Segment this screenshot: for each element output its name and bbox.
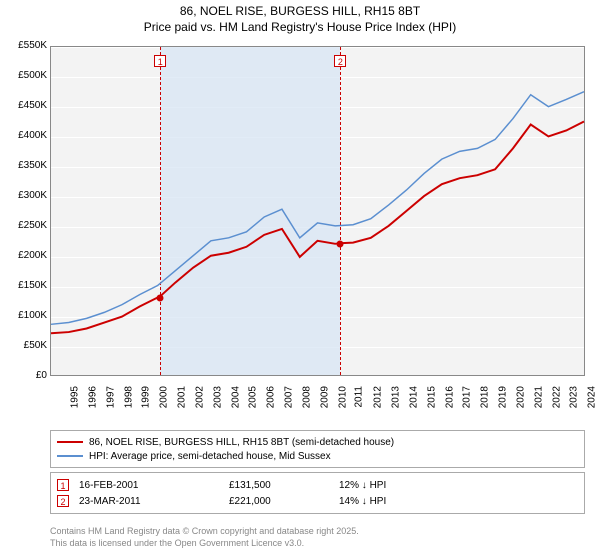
series-price-paid: [51, 122, 584, 334]
legend-row: HPI: Average price, semi-detached house,…: [57, 449, 578, 463]
x-axis-label: 2004: [230, 386, 241, 408]
chart-container: 86, NOEL RISE, BURGESS HILL, RH15 8BT Pr…: [0, 0, 600, 560]
x-axis-label: 2009: [319, 386, 330, 408]
y-axis-label: £500K: [3, 70, 47, 81]
x-axis-label: 2005: [248, 386, 259, 408]
plot-area: 12: [50, 46, 585, 376]
sale-marker-icon: 1: [57, 479, 69, 491]
sale-date: 16-FEB-2001: [79, 480, 219, 491]
x-axis-label: 2000: [158, 386, 169, 408]
sale-price: £221,000: [229, 496, 329, 507]
sale-date: 23-MAR-2011: [79, 496, 219, 507]
x-axis-label: 2016: [444, 386, 455, 408]
x-axis-label: 1999: [141, 386, 152, 408]
legend-label: 86, NOEL RISE, BURGESS HILL, RH15 8BT (s…: [89, 437, 394, 448]
sale-marker-icon: 2: [57, 495, 69, 507]
x-axis-label: 2014: [408, 386, 419, 408]
x-axis-label: 1997: [105, 386, 116, 408]
y-axis-label: £100K: [3, 310, 47, 321]
credits: Contains HM Land Registry data © Crown c…: [50, 526, 585, 549]
sale-hpi-delta: 14% ↓ HPI: [339, 496, 489, 507]
sales-table: 1 16-FEB-2001 £131,500 12% ↓ HPI 2 23-MA…: [50, 472, 585, 514]
y-axis-label: £300K: [3, 190, 47, 201]
sales-row: 2 23-MAR-2011 £221,000 14% ↓ HPI: [57, 493, 578, 509]
x-axis-label: 1996: [87, 386, 98, 408]
title-block: 86, NOEL RISE, BURGESS HILL, RH15 8BT Pr…: [0, 0, 600, 37]
legend-row: 86, NOEL RISE, BURGESS HILL, RH15 8BT (s…: [57, 435, 578, 449]
x-axis-label: 2003: [212, 386, 223, 408]
x-axis-label: 2021: [533, 386, 544, 408]
x-axis-label: 2008: [301, 386, 312, 408]
line-series-svg: [51, 47, 584, 375]
y-axis-label: £0: [3, 370, 47, 381]
x-axis-label: 2018: [479, 386, 490, 408]
sale-price: £131,500: [229, 480, 329, 491]
legend: 86, NOEL RISE, BURGESS HILL, RH15 8BT (s…: [50, 430, 585, 468]
sale-point-icon: [337, 241, 344, 248]
credits-line: Contains HM Land Registry data © Crown c…: [50, 526, 585, 538]
x-axis-label: 2019: [497, 386, 508, 408]
sales-row: 1 16-FEB-2001 £131,500 12% ↓ HPI: [57, 477, 578, 493]
x-axis-label: 2011: [354, 386, 365, 408]
x-axis-label: 2015: [426, 386, 437, 408]
legend-swatch: [57, 441, 83, 443]
y-axis-label: £50K: [3, 340, 47, 351]
x-axis-label: 2017: [462, 386, 473, 408]
credits-line: This data is licensed under the Open Gov…: [50, 538, 585, 550]
title-line-1: 86, NOEL RISE, BURGESS HILL, RH15 8BT: [0, 4, 600, 20]
legend-swatch: [57, 455, 83, 457]
x-axis-label: 1998: [123, 386, 134, 408]
x-axis-label: 2013: [390, 386, 401, 408]
x-axis-label: 2012: [372, 386, 383, 408]
chart-area: £0 £50K £100K £150K £200K £250K £300K £350K £400…: [0, 36, 600, 426]
x-axis-label: 2022: [551, 386, 562, 408]
x-axis-label: 2023: [569, 386, 580, 408]
y-axis-label: £350K: [3, 160, 47, 171]
x-axis-label: 2010: [337, 386, 348, 408]
sale-marker-icon: 1: [154, 55, 166, 67]
series-hpi: [51, 92, 584, 325]
x-axis-label: 2002: [194, 386, 205, 408]
y-axis-label: £400K: [3, 130, 47, 141]
x-axis-label: 2001: [176, 386, 187, 408]
legend-label: HPI: Average price, semi-detached house,…: [89, 451, 331, 462]
y-axis-label: £150K: [3, 280, 47, 291]
x-axis-label: 2007: [283, 386, 294, 408]
x-axis-label: 2006: [265, 386, 276, 408]
sale-point-icon: [157, 295, 164, 302]
y-axis-label: £550K: [3, 40, 47, 51]
y-axis-label: £200K: [3, 250, 47, 261]
sale-hpi-delta: 12% ↓ HPI: [339, 480, 489, 491]
x-axis-label: 1995: [69, 386, 80, 408]
y-axis-label: £250K: [3, 220, 47, 231]
x-axis-label: 2020: [515, 386, 526, 408]
sale-marker-icon: 2: [334, 55, 346, 67]
title-line-2: Price paid vs. HM Land Registry's House …: [0, 20, 600, 36]
x-axis-label: 2024: [586, 386, 597, 408]
y-axis-label: £450K: [3, 100, 47, 111]
